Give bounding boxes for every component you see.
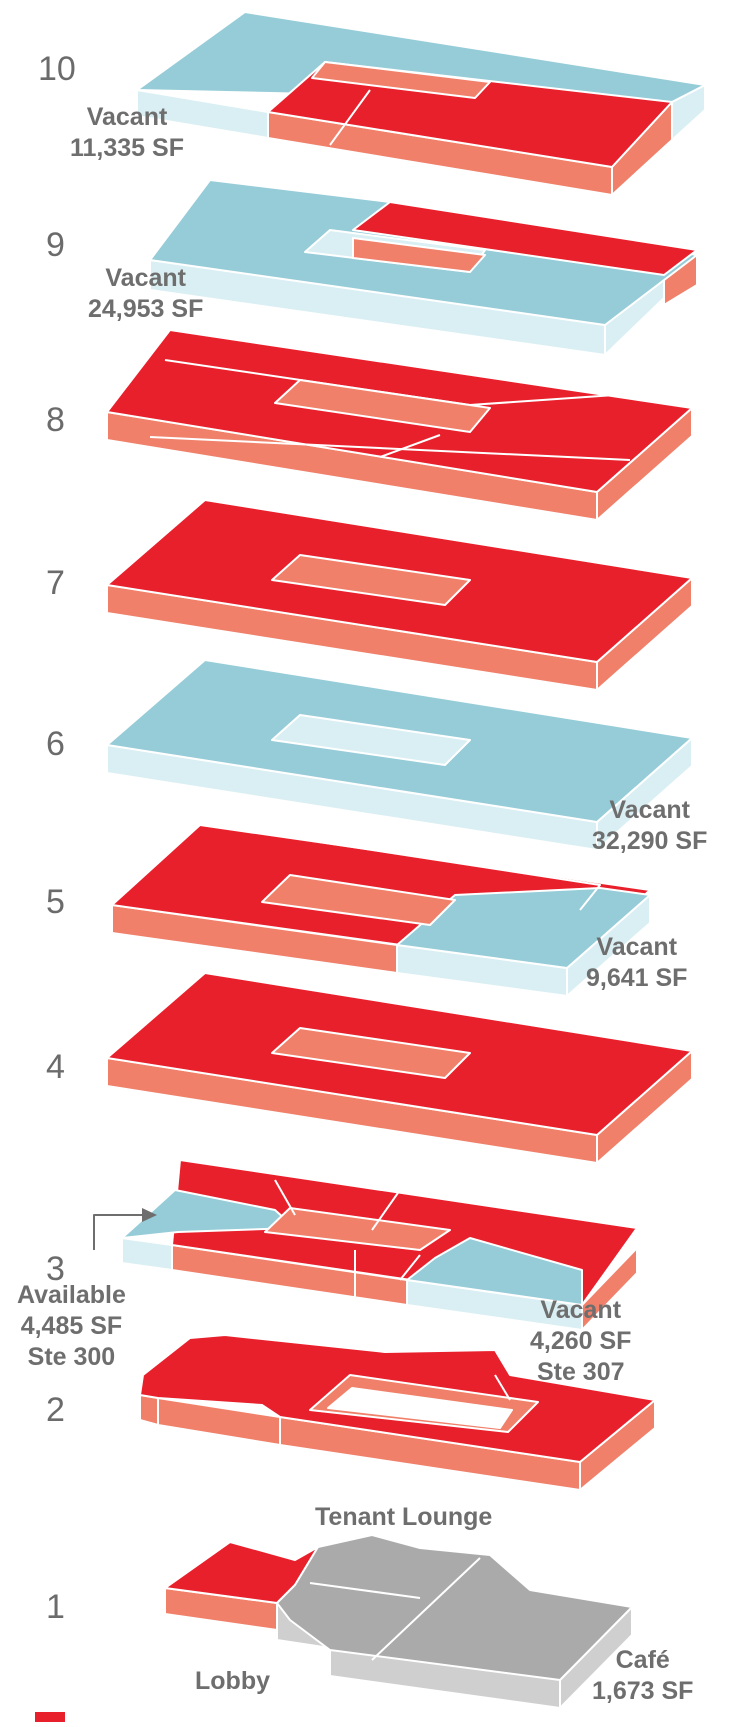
floor-10-vacant-area: 11,335 SF <box>70 134 184 162</box>
floor-3-divider-1 <box>274 1179 296 1216</box>
floor-6-core <box>271 714 471 766</box>
floor-5-vacant-area: 9,641 SF <box>586 964 688 992</box>
floor-number-5: 5 <box>46 883 65 921</box>
floor-8-plate <box>106 329 693 521</box>
floor-3-vacant-top <box>406 1237 583 1306</box>
floor-6-vacant-area: 32,290 SF <box>592 827 708 855</box>
floor-10-leased-top <box>267 61 673 168</box>
floor-number-1: 1 <box>46 1588 65 1626</box>
floor-number-3: 3 <box>46 1250 65 1288</box>
floor-10-core <box>311 61 491 99</box>
floor-3-divider-2 <box>371 1189 401 1231</box>
floor-6-plate <box>106 659 693 851</box>
floor-number-2: 2 <box>46 1391 65 1429</box>
floor-7-core <box>271 554 471 606</box>
floor-9-vacant-title: Vacant <box>105 264 186 292</box>
floor-1-plate <box>164 1534 633 1709</box>
floor-4-core <box>271 1027 471 1079</box>
floor-9-plate <box>149 179 698 356</box>
floor-10-plate <box>136 11 706 196</box>
floor-3-available-side <box>121 1237 173 1271</box>
floor-3-available-suite: Ste 300 <box>27 1343 116 1371</box>
floor-3-side-right <box>581 1247 638 1331</box>
floor-number-10: 10 <box>38 50 76 88</box>
floor-3-vacant-area: 4,260 SF <box>530 1327 632 1355</box>
floor-10-vacant-title: Vacant <box>86 103 168 131</box>
floor-3-available-top <box>121 1189 296 1239</box>
floor-2-divider <box>494 1374 511 1401</box>
floor-3-plate <box>121 1159 638 1331</box>
floor-3-vacant-title: Vacant <box>540 1296 622 1324</box>
floor-3-available-title: Available <box>17 1281 126 1309</box>
floor-3-available-area: 4,485 SF <box>20 1312 123 1340</box>
floor-number-6: 6 <box>46 725 65 763</box>
floor-1-divider-1 <box>309 1582 421 1599</box>
floor-9-leased-top <box>352 201 698 276</box>
floor-1-lobby-label: Lobby <box>195 1666 270 1697</box>
floor-5-core <box>261 874 456 926</box>
callout-arrowhead <box>142 1208 157 1222</box>
floor-3-vacant-label: Vacant 4,260 SF Ste 307 <box>530 1295 631 1388</box>
floor-9-vacant-area: 24,953 SF <box>88 295 204 323</box>
legend-leased-swatch <box>35 1712 65 1722</box>
floor-1-common-top <box>276 1534 633 1681</box>
available-callout-arrow <box>93 1208 157 1250</box>
floor-9-vacant-label: Vacant 24,953 SF <box>88 263 203 325</box>
floor-3-vacant-suite: Ste 307 <box>536 1358 625 1386</box>
floor-6-vacant-title: Vacant <box>609 796 690 824</box>
floor-number-8: 8 <box>46 401 65 439</box>
floor-1-tenant-lounge-label: Tenant Lounge <box>315 1502 492 1533</box>
tenant-lounge-title: Tenant Lounge <box>315 1503 493 1531</box>
floor-3-available-label: Available 4,485 SF Ste 300 <box>17 1280 126 1373</box>
floor-5-plate <box>111 824 651 997</box>
cafe-area: 1,673 SF <box>592 1677 694 1705</box>
floor-1-cafe-label: Café 1,673 SF <box>592 1645 693 1707</box>
floor-number-9: 9 <box>46 226 65 264</box>
floor-10-vacant-label: Vacant 11,335 SF <box>70 102 184 164</box>
cafe-title: Café <box>615 1646 670 1674</box>
floor-9-core <box>352 237 486 273</box>
floor-5-vacant-title: Vacant <box>596 933 678 961</box>
floor-4-plate <box>106 972 693 1164</box>
floor-3-divider-4 <box>399 1254 421 1281</box>
floor-2-side-notch <box>139 1394 159 1426</box>
floor-3-core <box>264 1207 451 1251</box>
floor-8-divider-3 <box>149 436 631 461</box>
floor-10-divider <box>329 89 371 146</box>
floor-8-core <box>274 379 491 433</box>
floor-7-plate <box>106 499 693 691</box>
floor-number-7: 7 <box>46 564 65 602</box>
floor-5-vacant-top <box>396 887 651 969</box>
lobby-title: Lobby <box>195 1667 270 1695</box>
floor-2-plate <box>139 1334 656 1491</box>
floor-2-core-void <box>327 1387 513 1429</box>
callout-line <box>93 1214 145 1250</box>
floor-5-divider <box>319 841 601 911</box>
floor-6-vacant-label: Vacant 32,290 SF <box>592 795 707 857</box>
floor-number-4: 4 <box>46 1048 65 1086</box>
floor-8-divider-2 <box>379 434 441 458</box>
floor-1-divider-2 <box>371 1557 481 1661</box>
floor-5-vacant-label: Vacant 9,641 SF <box>586 932 687 994</box>
